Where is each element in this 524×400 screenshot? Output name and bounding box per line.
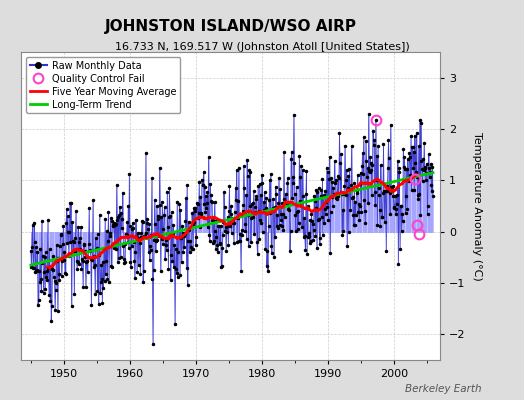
Y-axis label: Temperature Anomaly (°C): Temperature Anomaly (°C) <box>472 132 483 280</box>
Text: 16.733 N, 169.517 W (Johnston Atoll [United States]): 16.733 N, 169.517 W (Johnston Atoll [Uni… <box>115 42 409 52</box>
Text: Berkeley Earth: Berkeley Earth <box>406 384 482 394</box>
Title: JOHNSTON ISLAND/WSO AIRP: JOHNSTON ISLAND/WSO AIRP <box>105 19 356 34</box>
Legend: Raw Monthly Data, Quality Control Fail, Five Year Moving Average, Long-Term Tren: Raw Monthly Data, Quality Control Fail, … <box>26 57 180 113</box>
